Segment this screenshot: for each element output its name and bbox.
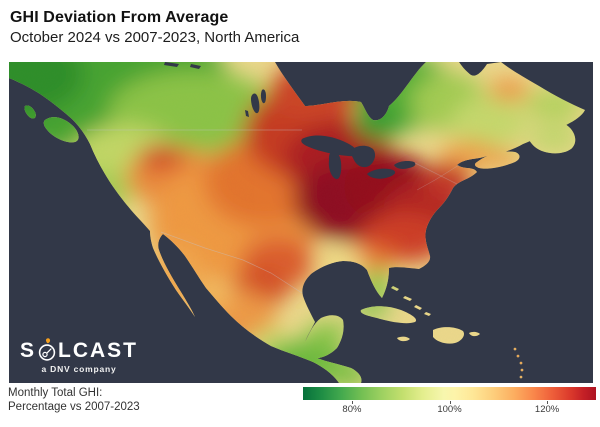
colorbar-label-80: 80% <box>342 404 362 415</box>
colorbar-tick-80 <box>351 401 353 404</box>
dnv-tagline: a DNV company <box>41 364 117 374</box>
colorbar-tick-100 <box>449 401 451 404</box>
figure-header: GHI Deviation From Average October 2024 … <box>10 7 299 48</box>
north-america-heatmap <box>9 62 593 383</box>
solcast-logo: S LCAST a DNV company <box>20 338 138 374</box>
great-lakes <box>164 62 416 180</box>
country-borders <box>87 129 460 294</box>
ghi-deviation-map: S LCAST a DNV company <box>9 62 593 383</box>
legend-label-line2: Percentage vs 2007-2023 <box>8 401 140 413</box>
colorbar-label-100: 100% <box>437 404 462 415</box>
logo-letters-lcast: LCAST <box>58 339 139 362</box>
colorbar: 80% 100% 120% <box>303 387 596 415</box>
colorbar-tick-120 <box>547 401 549 404</box>
logo-letter-s: S <box>20 339 37 362</box>
page-title: GHI Deviation From Average <box>10 9 229 26</box>
legend-label: Monthly Total GHI: Percentage vs 2007-20… <box>8 386 140 414</box>
page-subtitle: October 2024 vs 2007-2023, North America <box>10 29 300 46</box>
solcast-wordmark: S LCAST <box>20 338 138 361</box>
colorbar-label-120: 120% <box>534 404 560 415</box>
legend-label-line1: Monthly Total GHI: <box>8 387 103 399</box>
solcast-sun-icon <box>38 338 56 361</box>
